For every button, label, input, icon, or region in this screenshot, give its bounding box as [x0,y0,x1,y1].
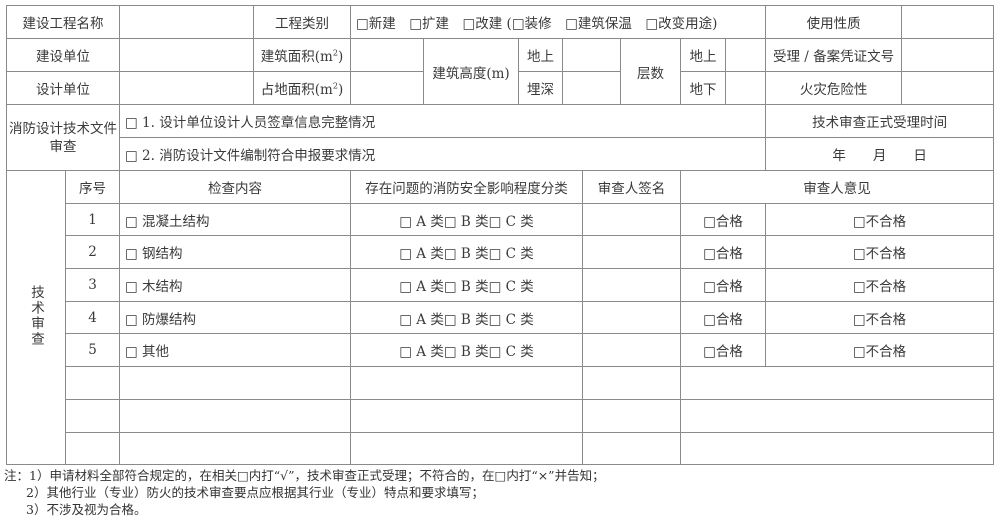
empty-cell[interactable] [119,398,351,433]
row-pass-checkbox[interactable]: □合格 [680,300,766,335]
floors-below-field[interactable] [724,71,767,105]
empty-cell[interactable] [582,431,681,466]
builder-label: 建设单位 [6,38,120,72]
technical-review-table: 技术审查 序号 检查内容 存在问题的消防安全影响程度分类 审查人签名 审查人意见… [6,169,994,466]
accept-date-field[interactable]: 年 月 日 [765,137,995,171]
row-pass-checkbox[interactable]: □合格 [680,202,766,237]
project-type-options[interactable]: □新建 □扩建 □改建 (□装修 □建筑保温 □改变用途) [349,5,767,39]
row-no: 1 [65,202,120,237]
project-info-table: 建设工程名称 工程类别 □新建 □扩建 □改建 (□装修 □建筑保温 □改变用途… [6,5,995,171]
row-content-checkbox[interactable]: □ 混凝土结构 [119,202,351,237]
empty-cell[interactable] [680,431,994,466]
building-area-field[interactable] [350,38,424,72]
notes: 注：1）申请材料全部符合规定的，在相关□内打“√”，技术审查正式受理；不符合的，… [4,467,605,518]
row-signature-field[interactable] [582,202,681,237]
row-signature-field[interactable] [582,300,681,335]
row-signature-field[interactable] [582,268,681,302]
doc-item-1-checkbox[interactable]: □ 1. 设计单位设计人员签章信息完整情况 [118,104,767,138]
row-no: 2 [65,235,120,270]
row-pass-checkbox[interactable]: □合格 [680,235,766,270]
empty-cell[interactable] [680,398,994,433]
row-signature-field[interactable] [582,333,681,368]
empty-cell[interactable] [119,431,351,466]
row-category-checkboxes[interactable]: □ A 类□ B 类□ C 类 [350,235,583,270]
row-content-checkbox[interactable]: □ 防爆结构 [119,300,351,335]
header-opinion: 审查人意见 [680,170,994,204]
empty-row [7,398,994,433]
empty-cell[interactable] [65,398,120,433]
empty-cell[interactable] [65,366,120,400]
row-category-checkboxes[interactable]: □ A 类□ B 类□ C 类 [350,300,583,335]
builder-field[interactable] [119,38,254,72]
row-fail-checkbox[interactable]: □不合格 [765,202,994,237]
empty-cell[interactable] [350,431,583,466]
row-no: 4 [65,300,120,335]
row-content-checkbox[interactable]: □ 其他 [119,333,351,368]
header-category: 存在问题的消防安全影响程度分类 [350,170,583,204]
note-1: 注：1）申请材料全部符合规定的，在相关□内打“√”，技术审查正式受理；不符合的，… [4,468,605,483]
use-nature-field[interactable] [901,5,995,39]
row-content-checkbox[interactable]: □ 钢结构 [119,235,351,270]
designer-label: 设计单位 [6,71,120,105]
table-row: 3 □ 木结构 □ A 类□ B 类□ C 类 □合格 □不合格 [7,268,994,302]
height-above-label: 地上 [518,38,563,72]
empty-row [7,431,994,466]
note-3: 3）不涉及视为合格。 [26,502,147,517]
project-type-label: 工程类别 [253,5,351,39]
building-height-label: 建筑高度(m) [423,38,519,105]
land-area-label: 占地面积(m2) [253,71,351,105]
empty-cell[interactable] [582,366,681,400]
row-category-checkboxes[interactable]: □ A 类□ B 类□ C 类 [350,333,583,368]
header-content: 检查内容 [119,170,351,204]
note-2: 2）其他行业（专业）防火的技术审查要点应根据其行业（专业）特点和要求填写； [26,485,484,500]
empty-cell[interactable] [65,431,120,466]
header-no: 序号 [65,170,120,204]
row-category-checkboxes[interactable]: □ A 类□ B 类□ C 类 [350,202,583,237]
project-name-field[interactable] [119,5,254,39]
table-row: 1 □ 混凝土结构 □ A 类□ B 类□ C 类 □合格 □不合格 [7,202,994,237]
floors-below-label: 地下 [680,71,726,105]
permit-no-label: 受理 / 备案凭证文号 [765,38,903,72]
doc-review-label: 消防设计技术文件审查 [6,104,120,171]
table-row: 5 □ 其他 □ A 类□ B 类□ C 类 □合格 □不合格 [7,333,994,368]
row-content-checkbox[interactable]: □ 木结构 [119,268,351,302]
floors-label: 层数 [620,38,681,105]
row-fail-checkbox[interactable]: □不合格 [765,268,994,302]
row-no: 3 [65,268,120,302]
floors-above-label: 地上 [680,38,726,72]
fire-risk-field[interactable] [901,71,995,105]
header-signature: 审查人签名 [582,170,681,204]
row-fail-checkbox[interactable]: □不合格 [765,300,994,335]
row-category-checkboxes[interactable]: □ A 类□ B 类□ C 类 [350,268,583,302]
floors-above-field[interactable] [724,38,767,72]
row-signature-field[interactable] [582,235,681,270]
table-row: 2 □ 钢结构 □ A 类□ B 类□ C 类 □合格 □不合格 [7,235,994,270]
row-pass-checkbox[interactable]: □合格 [680,268,766,302]
permit-no-field[interactable] [901,38,995,72]
land-area-field[interactable] [350,71,424,105]
empty-cell[interactable] [350,398,583,433]
project-name-label: 建设工程名称 [6,5,120,39]
technical-review-label: 技术审查 [6,169,66,466]
empty-cell[interactable] [582,398,681,433]
buried-depth-field[interactable] [562,71,621,105]
empty-cell[interactable] [680,366,994,400]
designer-field[interactable] [119,71,254,105]
row-fail-checkbox[interactable]: □不合格 [765,235,994,270]
row-pass-checkbox[interactable]: □合格 [680,333,766,368]
empty-cell[interactable] [350,366,583,400]
empty-row [7,366,994,400]
building-area-label: 建筑面积(m2) [253,38,351,72]
doc-item-2-checkbox[interactable]: □ 2. 消防设计文件编制符合申报要求情况 [118,137,767,171]
height-above-field[interactable] [562,38,621,72]
row-no: 5 [65,333,120,368]
row-fail-checkbox[interactable]: □不合格 [765,333,994,368]
use-nature-label: 使用性质 [765,5,903,39]
fire-risk-label: 火灾危险性 [765,71,903,105]
accept-time-label: 技术审查正式受理时间 [765,104,995,138]
table-row: 4 □ 防爆结构 □ A 类□ B 类□ C 类 □合格 □不合格 [7,300,994,335]
buried-depth-label: 埋深 [518,71,563,105]
empty-cell[interactable] [119,366,351,400]
